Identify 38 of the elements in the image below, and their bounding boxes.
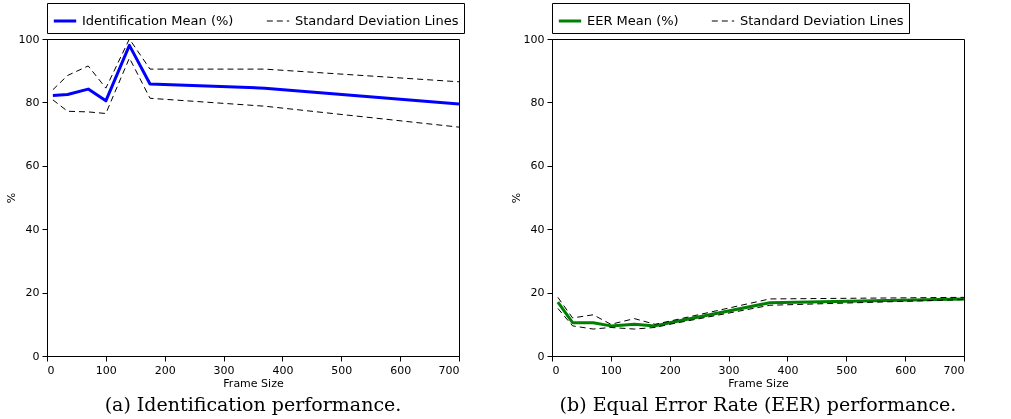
y-tick-label: 20 <box>25 286 40 300</box>
x-tick-label: 700 <box>438 363 460 377</box>
x-tick-label: 100 <box>600 363 622 377</box>
y-axis-title: % <box>4 192 18 204</box>
y-tick-label: 80 <box>25 95 40 109</box>
x-tick-label: 500 <box>836 363 858 377</box>
y-tick-label: 0 <box>537 349 545 363</box>
x-tick-label: 0 <box>47 363 55 377</box>
y-tick-label: 0 <box>32 349 40 363</box>
y-tick-label: 80 <box>530 95 545 109</box>
x-axis-title: Frame Size <box>223 376 284 390</box>
legend-label: Standard Deviation Lines <box>740 13 904 28</box>
y-tick-label: 40 <box>530 222 545 236</box>
x-tick-label: 300 <box>213 363 235 377</box>
x-axis-title: Frame Size <box>728 376 789 390</box>
legend-label: Identification Mean (%) <box>82 13 234 28</box>
x-tick-label: 300 <box>718 363 740 377</box>
x-tick-label: 600 <box>895 363 917 377</box>
y-tick-label: 60 <box>530 159 545 173</box>
legend-label: EER Mean (%) <box>587 13 679 28</box>
x-tick-label: 500 <box>331 363 353 377</box>
legend-label: Standard Deviation Lines <box>295 13 459 28</box>
x-tick-label: 100 <box>95 363 117 377</box>
x-tick-label: 400 <box>777 363 799 377</box>
y-tick-label: 100 <box>523 32 545 46</box>
y-tick-label: 20 <box>530 286 545 300</box>
y-tick-label: 40 <box>25 222 40 236</box>
x-tick-label: 200 <box>659 363 681 377</box>
y-axis-title: % <box>509 192 523 204</box>
text: (b) Equal Error Rate (EER) performance. <box>559 393 957 415</box>
y-tick-label: 100 <box>18 32 40 46</box>
x-tick-label: 600 <box>390 363 412 377</box>
x-tick-label: 0 <box>552 363 560 377</box>
x-tick-label: 700 <box>943 363 965 377</box>
text: (a) Identification performance. <box>104 393 402 415</box>
x-tick-label: 400 <box>272 363 294 377</box>
y-tick-label: 60 <box>25 159 40 173</box>
x-tick-label: 200 <box>154 363 176 377</box>
